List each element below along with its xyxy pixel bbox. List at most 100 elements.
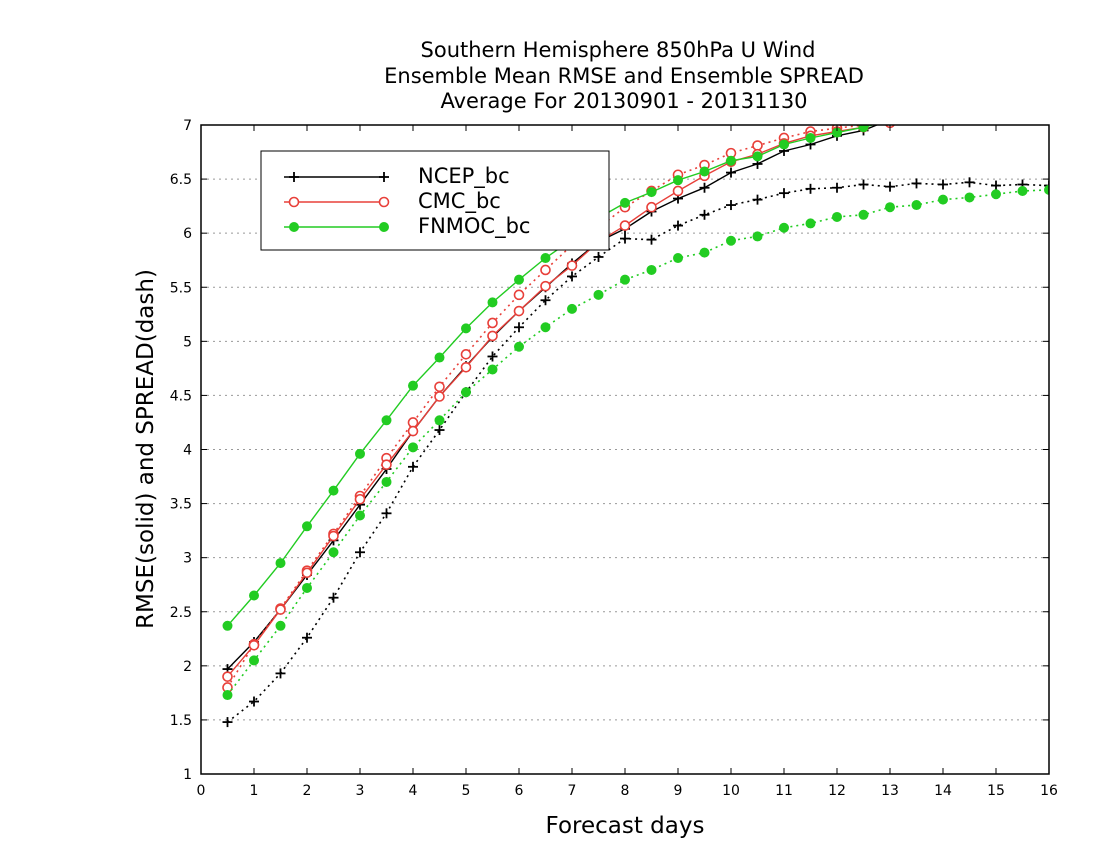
cmc-bc-spread-point-7 — [407, 417, 419, 428]
x-tick-label-16: 16 — [1040, 783, 1058, 799]
cmc-bc-rmse-point-13 — [566, 260, 578, 271]
cmc-bc-spread-point-20 — [752, 140, 763, 151]
cmc-bc-spread-point-31 — [1045, 104, 1054, 113]
fnmoc-bc-spread-point-14 — [593, 289, 604, 300]
x-tick-label-4: 4 — [409, 783, 418, 799]
cmc-bc-spread-point-28 — [965, 110, 974, 119]
fnmoc-bc-spread-point-15 — [620, 274, 630, 285]
cmc-bc-rmse-point-26 — [912, 110, 921, 119]
ncep-bc-spread-point-26 — [911, 178, 922, 189]
fnmoc-bc-rmse-point-6 — [381, 415, 392, 426]
legend-label-cmc: CMC_bc — [418, 189, 501, 214]
fnmoc-bc-spread-point-0 — [222, 690, 233, 701]
cmc-bc-spread-point-26 — [912, 115, 921, 124]
ncep-bc-spread-point-12 — [540, 295, 551, 306]
ncep-bc-spread-point-19 — [726, 200, 736, 211]
cmc-bc-rmse-point-16 — [646, 201, 657, 213]
fnmoc-bc-rmse-point-2 — [275, 558, 286, 569]
fnmoc-bc-spread-point-6 — [381, 476, 392, 487]
chart-title-line-2: Ensemble Mean RMSE and Ensemble SPREAD — [384, 64, 864, 88]
chart-title-line-3: Average For 20130901 - 20131130 — [440, 89, 807, 113]
chart-title-line-1: Southern Hemisphere 850hPa U Wind — [421, 38, 816, 62]
cmc-bc-rmse-point-7 — [407, 425, 419, 437]
fnmoc-bc-rmse-point-31 — [1045, 96, 1054, 105]
ncep-bc-rmse-point-26 — [912, 107, 922, 117]
cmc-bc-rmse-point-3 — [301, 567, 313, 579]
fnmoc-bc-rmse-point-11 — [514, 274, 524, 285]
legend-sample-marker-right-fnmoc-bc — [379, 222, 389, 232]
fnmoc-bc-rmse-point-19 — [726, 155, 736, 166]
fnmoc-bc-spread-point-21 — [779, 222, 789, 233]
cmc-bc-rmse-point-8 — [434, 391, 445, 402]
fnmoc-bc-rmse-point-7 — [408, 380, 418, 391]
y-tick-label-5: 3.5 — [170, 497, 192, 513]
cmc-bc-rmse-point-31 — [1045, 91, 1054, 100]
ncep-bc-spread-point-28 — [964, 177, 975, 188]
y-tick-label-6: 4 — [183, 443, 192, 459]
ncep-bc-rmse-point-30 — [1018, 93, 1028, 103]
ncep-bc-rmse-point-19 — [726, 167, 736, 178]
fnmoc-bc-spread-point-30 — [1017, 185, 1028, 196]
y-tick-label-10: 6 — [183, 226, 192, 242]
ncep-bc-spread-point-17 — [673, 220, 683, 231]
fnmoc-bc-rmse-point-24 — [858, 125, 869, 133]
fnmoc-bc-rmse-point-12 — [540, 253, 551, 264]
x-tick-label-0: 0 — [197, 783, 206, 799]
ncep-bc-spread-point-10 — [487, 351, 498, 362]
legend-samples — [284, 172, 390, 232]
legend-label-fnmoc: FNMOC_bc — [418, 214, 530, 239]
legend: NCEP_bc CMC_bc FNMOC_bc — [260, 150, 610, 251]
ncep-bc-spread-point-31 — [1044, 180, 1049, 191]
fnmoc-bc-rmse-point-20 — [752, 151, 763, 162]
fnmoc-bc-spread-point-19 — [726, 235, 736, 246]
cmc-bc-spread-point-10 — [487, 317, 498, 329]
ncep-bc-spread-point-14 — [593, 251, 604, 262]
chart-title: Southern Hemisphere 850hPa U Wind Ensemb… — [384, 38, 864, 113]
fnmoc-bc-spread-point-8 — [434, 415, 445, 426]
fnmoc-bc-spread-point-11 — [514, 341, 524, 352]
ncep-bc-spread-line — [227, 181, 1049, 723]
fnmoc-bc-spread-point-26 — [911, 200, 922, 211]
fnmoc-bc-rmse-line — [226, 125, 876, 627]
cmc-bc-rmse-point-17 — [672, 185, 684, 197]
ncep-bc-spread-point-5 — [355, 547, 365, 558]
x-tick-label-9: 9 — [674, 783, 683, 799]
ncep-bc-spread-point-8 — [434, 425, 445, 436]
cmc-bc-spread-point-30 — [1018, 105, 1027, 114]
fnmoc-bc-spread-line — [226, 189, 1049, 696]
ncep-bc-spread-point-18 — [699, 209, 710, 220]
fnmoc-bc-spread-point-18 — [699, 247, 710, 258]
y-tick-label-11: 6.5 — [170, 172, 192, 188]
fnmoc-bc-spread-point-10 — [487, 364, 498, 375]
cmc-bc-rmse-point-11 — [513, 305, 525, 317]
cmc-bc-rmse-point-12 — [540, 280, 551, 292]
cmc-bc-spread-line — [226, 125, 874, 688]
ncep-bc-spread-point-6 — [381, 508, 392, 519]
x-tick-label-13: 13 — [881, 783, 899, 799]
fnmoc-bc-rmse-point-30 — [1018, 98, 1027, 107]
cmc-bc-rmse-point-15 — [619, 220, 631, 231]
fnmoc-bc-spread-point-31 — [1044, 184, 1049, 195]
cmc-bc-rmse-point-5 — [354, 493, 366, 505]
fnmoc-bc-rmse-point-10 — [487, 297, 498, 308]
fnmoc-bc-rmse-point-27 — [939, 106, 948, 115]
x-tick-label-5: 5 — [462, 783, 471, 799]
cmc-bc-rmse-point-10 — [487, 330, 498, 342]
y-tick-label-1: 1.5 — [170, 713, 192, 729]
fnmoc-bc-rmse-point-21 — [779, 139, 789, 150]
fnmoc-bc-rmse-point-4 — [328, 485, 339, 496]
ncep-bc-rmse-point-25 — [885, 115, 895, 125]
ncep-bc-spread-point-2 — [275, 668, 286, 679]
legend-sample-marker-right-ncep-bc — [379, 172, 389, 182]
fnmoc-bc-spread-point-23 — [832, 211, 842, 222]
fnmoc-bc-rmse-point-9 — [461, 323, 471, 334]
fnmoc-bc-spread-point-2 — [275, 620, 286, 631]
fnmoc-bc-spread-point-3 — [302, 582, 312, 593]
fnmoc-bc-rmse-point-25 — [887, 125, 893, 126]
y-axis-title: RMSE(solid) and SPREAD(dash) — [133, 269, 159, 629]
ncep-bc-rmse-point-18 — [699, 182, 710, 193]
cmc-bc-rmse-point-0 — [222, 671, 233, 682]
cmc-bc-rmse-point-28 — [965, 99, 974, 108]
ncep-bc-spread-point-27 — [938, 179, 948, 190]
fnmoc-bc-spread-point-29 — [991, 189, 1001, 200]
